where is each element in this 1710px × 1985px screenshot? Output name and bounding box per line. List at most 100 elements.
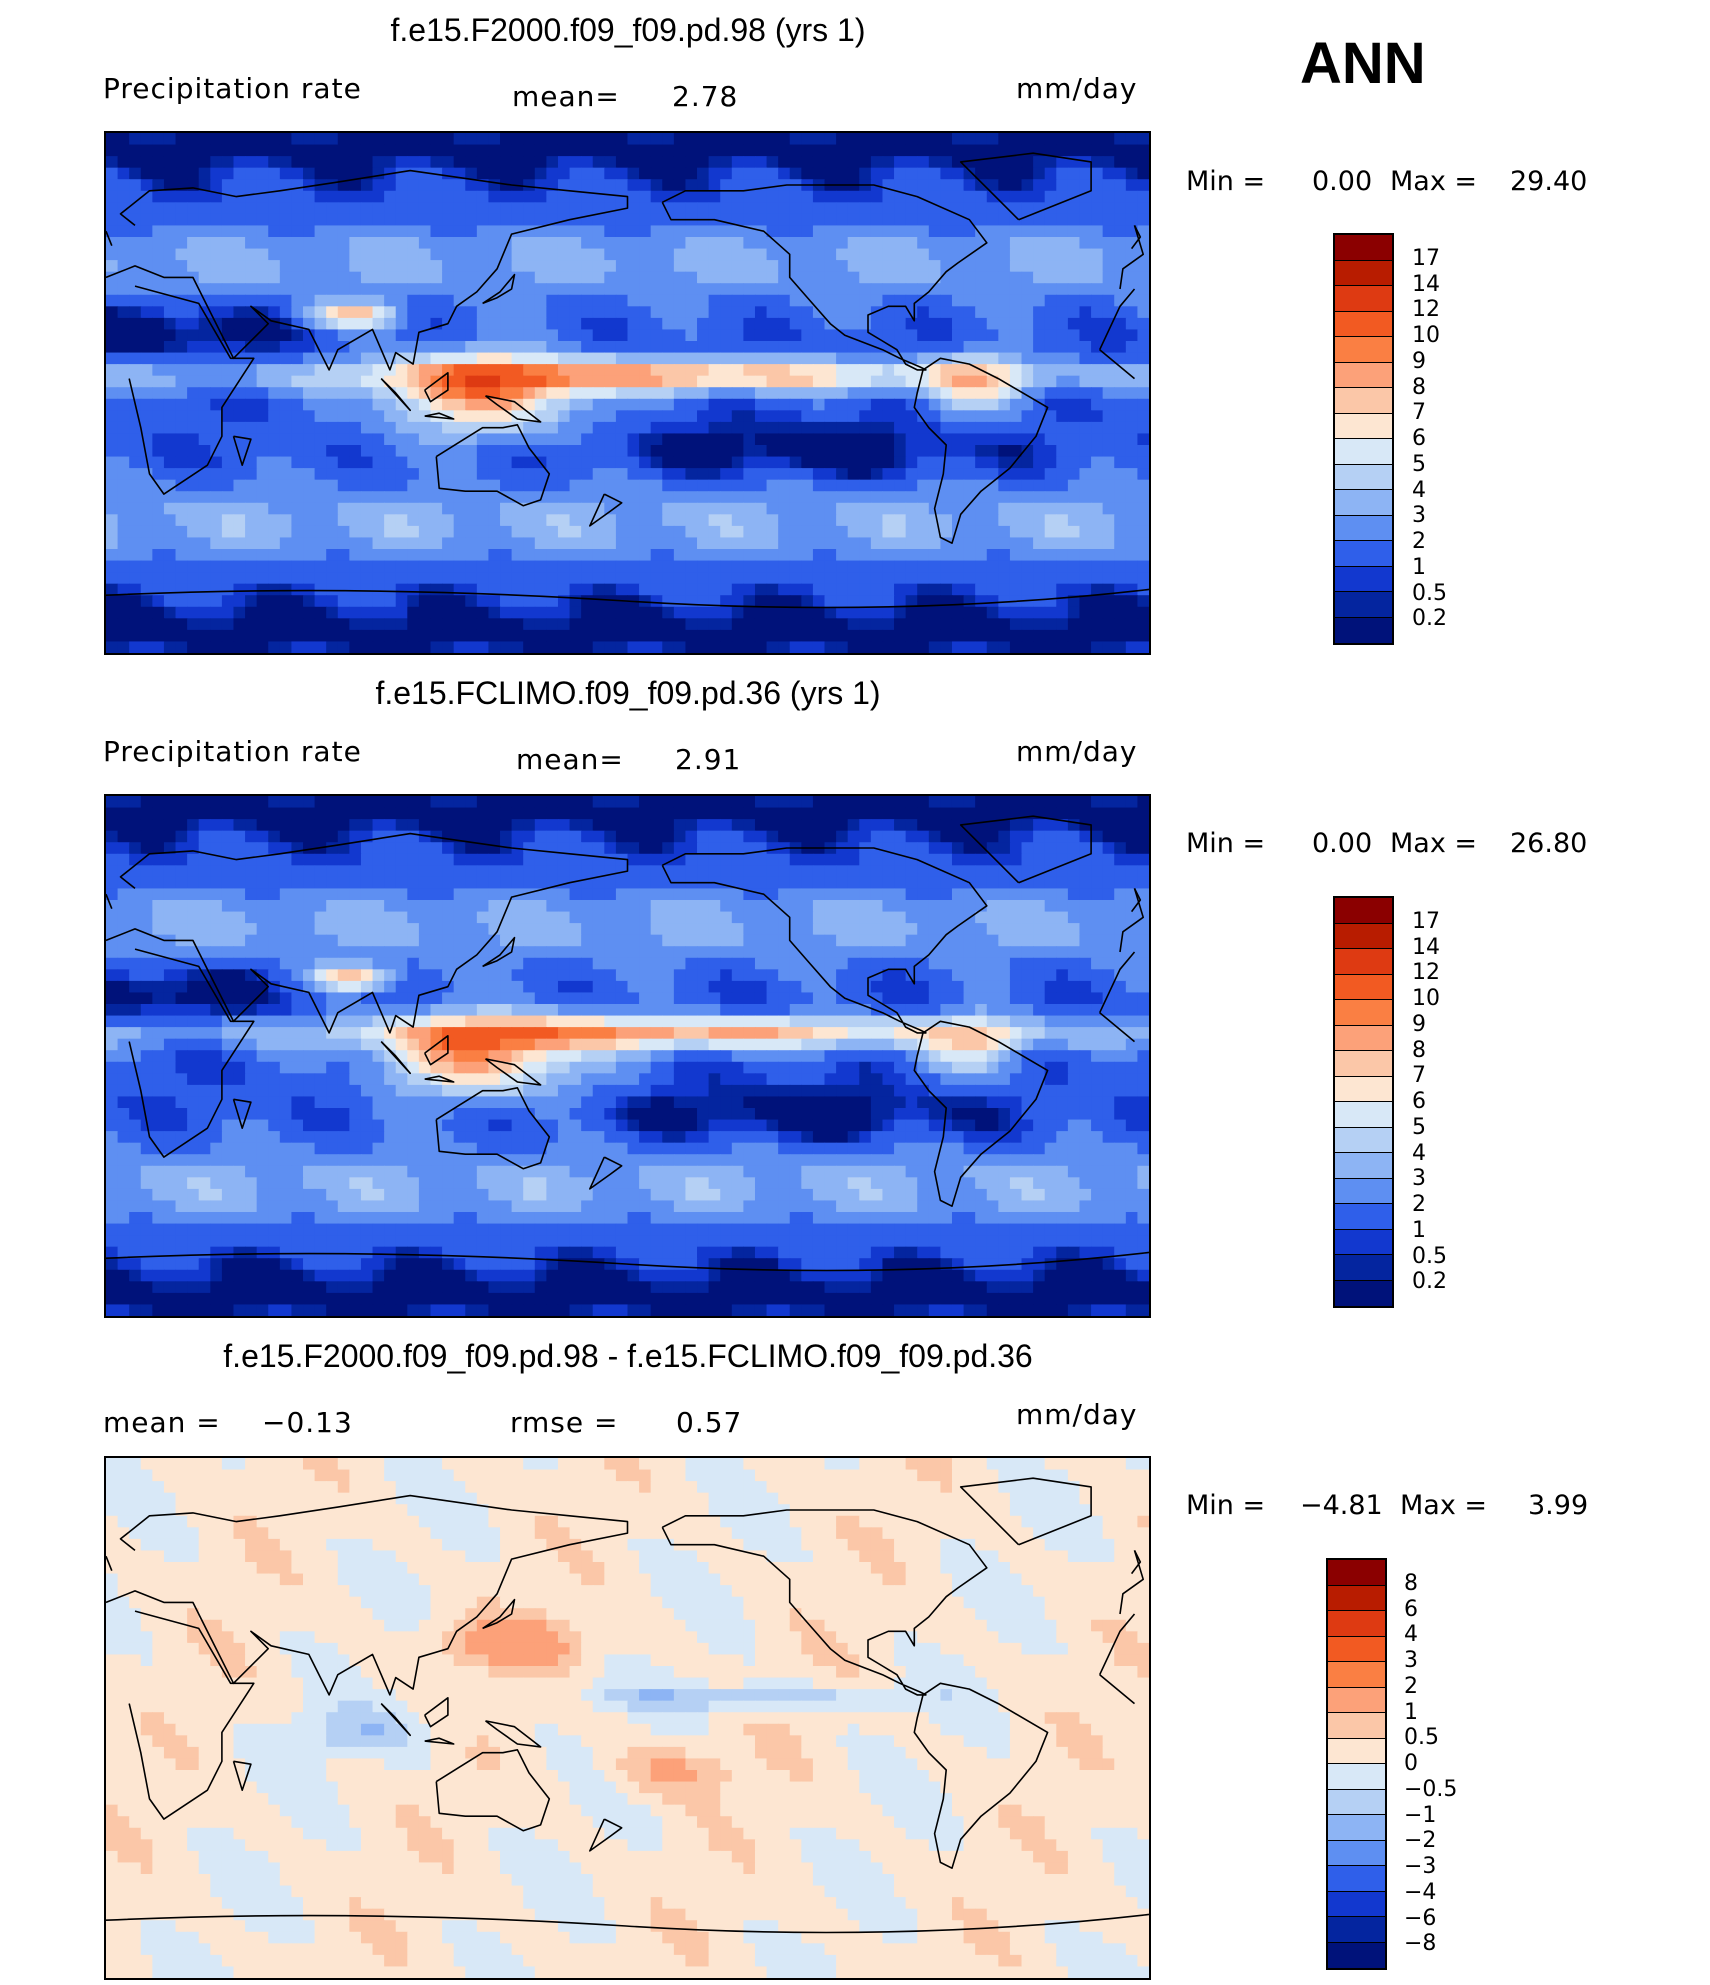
colorbar-swatch (1335, 286, 1392, 312)
colorbar-swatch (1335, 1153, 1392, 1179)
colorbar-swatch (1328, 1942, 1385, 1968)
colorbar-swatch (1328, 1789, 1385, 1815)
panel1-mean-value: 2.78 (672, 80, 739, 113)
panel1-mean-label: mean= (512, 80, 620, 113)
colorbar-swatch (1335, 1229, 1392, 1255)
coastline (128, 1610, 1136, 1820)
colorbar-tick-label: 9 (1412, 1011, 1426, 1037)
colorbar-swatch (1335, 413, 1392, 439)
panel2-map-canvas (106, 796, 1149, 1316)
coastline (424, 1737, 455, 1745)
panel3-map-canvas (106, 1458, 1149, 1978)
colorbar-swatch (1328, 1585, 1385, 1611)
colorbar-tick-label: 17 (1412, 245, 1440, 271)
coastline (435, 424, 551, 507)
colorbar-swatch (1328, 1713, 1385, 1739)
colorbar-swatch (1335, 311, 1392, 337)
colorbar-tick-label: 8 (1412, 1037, 1426, 1063)
colorbar-swatch (1335, 974, 1392, 1000)
coastline (959, 1477, 1092, 1546)
colorbar-tick-label: 5 (1412, 1114, 1426, 1140)
coastline (589, 1818, 623, 1852)
coastline (106, 888, 1142, 913)
colorbar-swatch (1328, 1611, 1385, 1637)
colorbar-tick-label: −6 (1404, 1905, 1437, 1931)
panel2-map (104, 794, 1151, 1318)
colorbar-tick-label: 7 (1412, 1063, 1426, 1089)
colorbar-swatch (1328, 1662, 1385, 1688)
colorbar-swatch (1335, 464, 1392, 490)
coastline (424, 1075, 455, 1083)
colorbar-tick-label: −0.5 (1404, 1776, 1458, 1802)
panel3-min-label: Min = (1186, 1490, 1266, 1521)
panel1-colorbar (1333, 233, 1394, 645)
colorbar-swatch (1328, 1560, 1385, 1586)
colorbar-swatch (1328, 1866, 1385, 1892)
colorbar-swatch (1335, 337, 1392, 363)
colorbar-swatch (1335, 1051, 1392, 1077)
coastline (482, 273, 516, 305)
colorbar-tick-label: −1 (1404, 1802, 1437, 1828)
panel3-colorbar (1326, 1558, 1387, 1970)
colorbar-swatch (1335, 490, 1392, 516)
coastline (913, 357, 1049, 544)
colorbar-swatch (1335, 617, 1392, 643)
colorbar-tick-label: −2 (1404, 1828, 1437, 1854)
colorbar-tick-label: 10 (1412, 323, 1440, 348)
coastline (661, 1509, 988, 1696)
season-label: ANN (1300, 31, 1426, 96)
colorbar-tick-label: 4 (1412, 477, 1426, 503)
coastline (482, 1598, 516, 1630)
colorbar-tick-label: 14 (1412, 934, 1440, 960)
coastline (589, 1156, 623, 1190)
panel3-title: f.e15.F2000.f09_f09.pd.98 - f.e15.FCLIMO… (223, 1338, 1033, 1374)
panel2-variable-label: Precipitation rate (103, 735, 362, 768)
colorbar-swatch (1328, 1840, 1385, 1866)
panel1-variable-label: Precipitation rate (103, 72, 362, 105)
colorbar-tick-label: 8 (1412, 374, 1426, 400)
coastline (380, 378, 411, 412)
colorbar-swatch (1335, 1025, 1392, 1051)
coastline (423, 372, 449, 403)
colorbar-tick-label: 6 (1412, 1089, 1426, 1114)
colorbar-swatch (1328, 1917, 1385, 1943)
colorbar-tick-label: 3 (1412, 1166, 1426, 1192)
coastline (913, 1682, 1049, 1869)
colorbar-tick-label: 4 (1404, 1622, 1418, 1648)
colorbar-swatch (1335, 388, 1392, 414)
colorbar-tick-label: 0.2 (1412, 606, 1447, 632)
panel3-max-label: Max = (1400, 1490, 1488, 1521)
colorbar-tick-label: 1 (1412, 554, 1426, 580)
coastline (913, 1020, 1049, 1207)
coastline (106, 1550, 1142, 1575)
coastline (423, 1697, 449, 1728)
colorbar-swatch (1335, 1102, 1392, 1128)
colorbar-tick-label: 14 (1412, 271, 1440, 297)
coastline (661, 184, 988, 371)
colorbar-tick-label: 1 (1412, 1217, 1426, 1243)
coastline (959, 152, 1092, 221)
panel3-rmse-label: rmse = (510, 1406, 619, 1439)
colorbar-swatch (1335, 1000, 1392, 1026)
coastline (435, 1749, 551, 1832)
colorbar-swatch (1335, 1127, 1392, 1153)
coastline (959, 815, 1092, 884)
panel2-min-label: Min = (1186, 828, 1266, 859)
colorbar-swatch (1335, 1280, 1392, 1306)
colorbar-tick-label: −4 (1404, 1879, 1437, 1905)
colorbar-swatch (1328, 1687, 1385, 1713)
panel1-max-value: 29.40 (1510, 166, 1588, 197)
panel1-min-label: Min = (1186, 166, 1266, 197)
coastline (589, 493, 623, 527)
colorbar-swatch (1335, 1204, 1392, 1230)
colorbar-tick-label: −8 (1404, 1931, 1437, 1957)
coastline (435, 1087, 551, 1170)
colorbar-tick-label: 0 (1404, 1751, 1418, 1776)
colorbar-tick-label: 2 (1412, 529, 1426, 554)
colorbar-swatch (1328, 1738, 1385, 1764)
colorbar-swatch (1335, 1178, 1392, 1204)
panel3-max-value: 3.99 (1528, 1490, 1589, 1521)
colorbar-swatch (1335, 439, 1392, 465)
coastline (482, 936, 516, 968)
colorbar-tick-label: 0.5 (1404, 1725, 1439, 1751)
